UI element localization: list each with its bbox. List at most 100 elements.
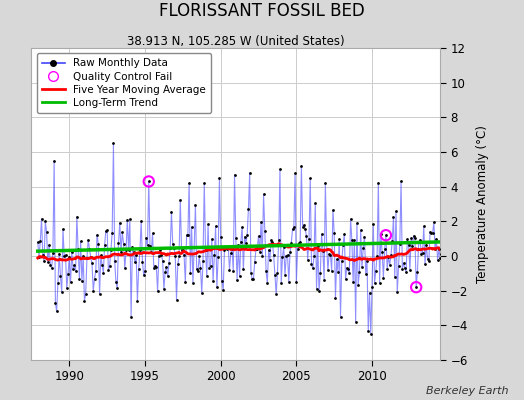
Point bbox=[297, 163, 305, 169]
Point bbox=[48, 265, 56, 271]
Point bbox=[325, 250, 333, 257]
Point bbox=[403, 236, 411, 243]
Point bbox=[85, 246, 94, 252]
Point bbox=[224, 244, 233, 250]
Point bbox=[59, 226, 67, 232]
Point bbox=[112, 279, 120, 285]
Point bbox=[209, 278, 217, 284]
Point bbox=[313, 243, 322, 250]
Point bbox=[350, 236, 358, 243]
Point bbox=[99, 270, 107, 276]
Point bbox=[223, 246, 231, 252]
Point bbox=[287, 240, 296, 246]
Point bbox=[340, 231, 348, 238]
Point bbox=[70, 262, 79, 268]
Point bbox=[195, 253, 203, 260]
Point bbox=[79, 252, 88, 259]
Point bbox=[336, 314, 345, 320]
Point bbox=[148, 230, 157, 236]
Point bbox=[175, 253, 183, 259]
Point bbox=[163, 273, 172, 279]
Point bbox=[41, 218, 49, 224]
Point bbox=[330, 230, 339, 236]
Point bbox=[353, 220, 361, 226]
Point bbox=[126, 216, 134, 222]
Point bbox=[58, 288, 66, 295]
Point bbox=[271, 272, 279, 278]
Point bbox=[123, 217, 132, 223]
Point bbox=[333, 256, 341, 262]
Point bbox=[292, 279, 301, 285]
Point bbox=[111, 258, 119, 265]
Point bbox=[278, 254, 287, 260]
Point bbox=[311, 200, 320, 207]
Point bbox=[386, 262, 394, 268]
Point bbox=[96, 252, 105, 259]
Point bbox=[384, 254, 392, 260]
Point bbox=[200, 180, 209, 186]
Point bbox=[194, 268, 202, 274]
Point bbox=[62, 285, 71, 291]
Point bbox=[122, 247, 130, 253]
Point bbox=[34, 239, 42, 246]
Point bbox=[109, 140, 117, 146]
Point bbox=[383, 266, 391, 272]
Point bbox=[358, 264, 366, 271]
Point bbox=[406, 266, 414, 273]
Point bbox=[249, 276, 258, 282]
Point bbox=[309, 265, 317, 272]
Point bbox=[258, 253, 267, 259]
Point bbox=[265, 247, 273, 253]
Point bbox=[160, 286, 168, 292]
Point bbox=[260, 228, 269, 234]
Point bbox=[213, 284, 221, 290]
Point bbox=[334, 268, 342, 275]
Text: Berkeley Earth: Berkeley Earth bbox=[426, 386, 508, 396]
Point bbox=[60, 253, 69, 260]
Point bbox=[161, 268, 169, 275]
Point bbox=[267, 237, 275, 244]
Point bbox=[36, 238, 45, 244]
Point bbox=[276, 166, 284, 172]
Point bbox=[188, 224, 196, 230]
Point bbox=[345, 270, 354, 276]
Point bbox=[440, 269, 448, 275]
Point bbox=[211, 223, 220, 229]
Point bbox=[291, 170, 299, 176]
Point bbox=[208, 236, 216, 242]
Point bbox=[303, 256, 312, 263]
Point bbox=[377, 231, 385, 238]
Point bbox=[117, 248, 125, 255]
Point bbox=[42, 229, 51, 236]
Point bbox=[305, 236, 313, 242]
Y-axis label: Temperature Anomaly (°C): Temperature Anomaly (°C) bbox=[476, 125, 489, 283]
Point bbox=[299, 224, 307, 230]
Point bbox=[186, 270, 194, 276]
Point bbox=[143, 242, 151, 248]
Point bbox=[49, 250, 57, 256]
Point bbox=[191, 202, 200, 208]
Point bbox=[43, 259, 52, 266]
Point bbox=[359, 245, 367, 251]
Point bbox=[387, 252, 395, 258]
Point bbox=[234, 242, 243, 248]
Point bbox=[279, 244, 288, 251]
Point bbox=[346, 216, 355, 222]
Point bbox=[401, 265, 409, 272]
Point bbox=[424, 258, 433, 265]
Text: FLORISSANT FOSSIL BED: FLORISSANT FOSSIL BED bbox=[159, 2, 365, 20]
Point bbox=[173, 261, 182, 268]
Point bbox=[259, 191, 268, 197]
Point bbox=[180, 252, 188, 258]
Point bbox=[329, 207, 337, 213]
Point bbox=[285, 278, 293, 285]
Point bbox=[92, 267, 100, 274]
Point bbox=[414, 239, 423, 245]
Point bbox=[88, 260, 96, 266]
Point bbox=[75, 276, 83, 282]
Point bbox=[179, 245, 187, 251]
Point bbox=[129, 249, 138, 256]
Point bbox=[441, 208, 450, 214]
Point bbox=[320, 276, 329, 283]
Point bbox=[354, 282, 363, 288]
